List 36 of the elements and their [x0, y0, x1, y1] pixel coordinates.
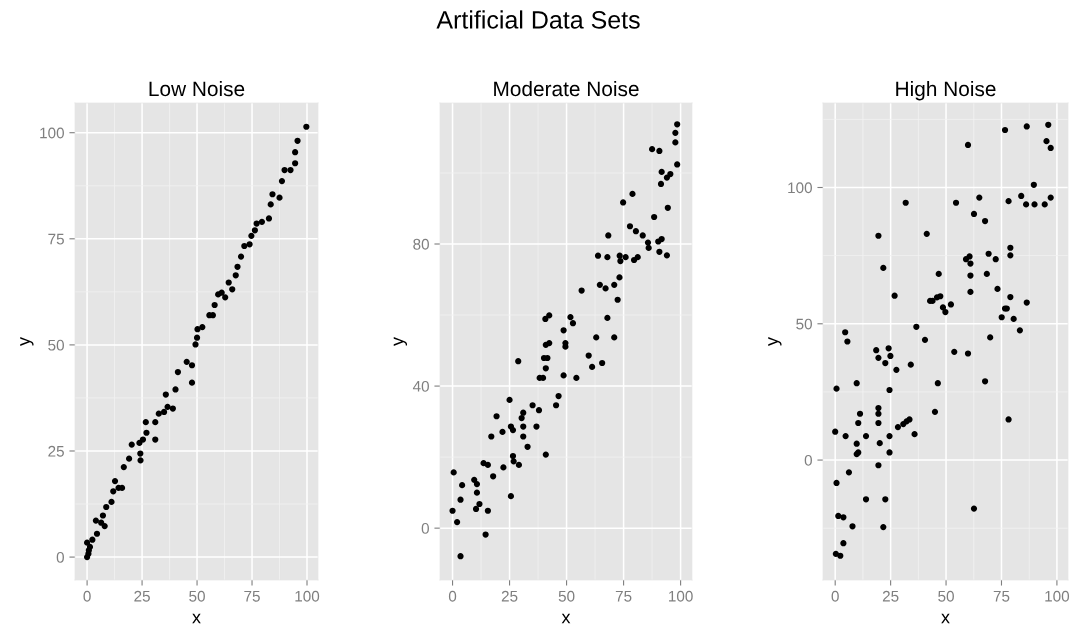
y-axis-title: y [20, 337, 34, 346]
x-tick-label: 75 [244, 590, 260, 602]
x-tick-label: 25 [882, 590, 899, 602]
x-axis-title: x [941, 613, 950, 624]
x-tick-label: 100 [295, 590, 320, 602]
x-tick-label: 100 [1045, 590, 1070, 602]
y-tick-label: 75 [48, 233, 64, 245]
x-tick-label: 0 [448, 590, 457, 602]
x-tick-label: 75 [993, 590, 1010, 602]
y-tick-label: 40 [412, 380, 429, 392]
text: Artificial Data Sets [436, 10, 640, 29]
x-tick-label: 0 [831, 590, 839, 602]
y-tick-label: 100 [788, 182, 812, 194]
x-tick-label: 50 [558, 590, 575, 602]
x-tick-label: 25 [501, 590, 518, 602]
chart-title: High Noise [896, 80, 996, 101]
chart-title: Low Noise [149, 80, 245, 97]
y-tick-label: 0 [56, 551, 64, 563]
y-tick-label: 0 [804, 454, 812, 466]
y-axis-title: y [768, 337, 782, 346]
y-tick-label: 50 [796, 318, 812, 330]
x-tick-label: 75 [615, 590, 632, 602]
x-tick-label: 50 [938, 590, 954, 602]
x-tick-label: 50 [189, 590, 205, 602]
y-tick-label: 100 [40, 127, 64, 139]
x-axis-title: x [192, 613, 201, 624]
x-tick-label: 25 [134, 590, 150, 602]
x-tick-label: 100 [669, 590, 693, 602]
y-tick-label: 80 [413, 238, 429, 250]
chart-title: Moderate Noise [494, 80, 639, 97]
y-axis-title: y [393, 337, 408, 346]
x-tick-label: 0 [83, 590, 91, 602]
y-tick-label: 0 [421, 523, 429, 534]
y-tick-label: 25 [48, 445, 64, 457]
y-tick-label: 50 [48, 339, 64, 351]
x-axis-title: x [561, 613, 571, 624]
